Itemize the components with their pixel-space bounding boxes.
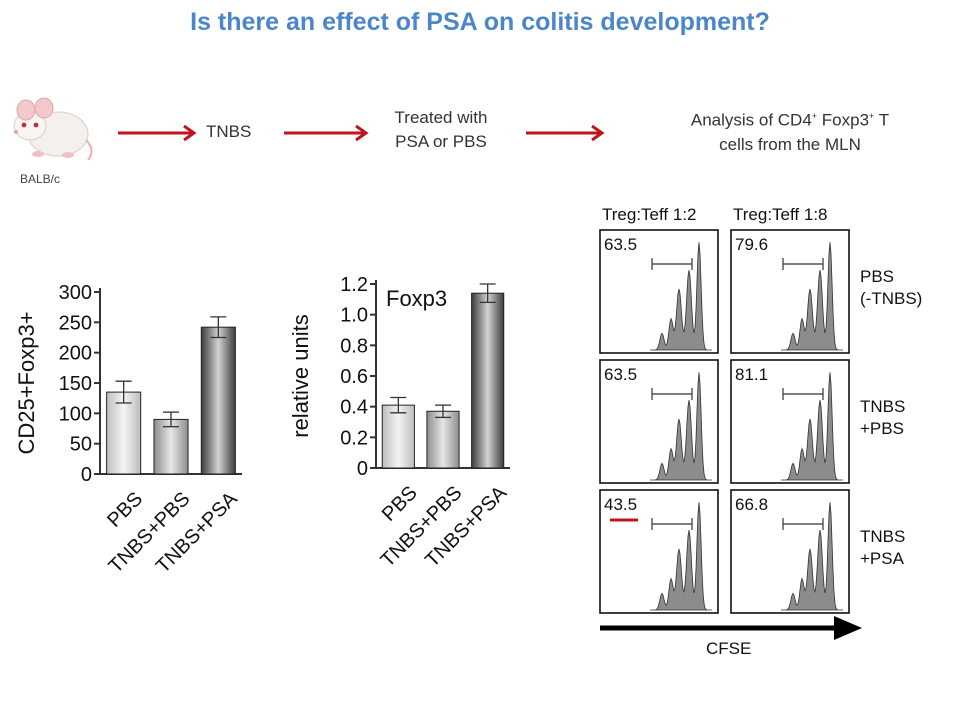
- y-tick-label: 0.2: [340, 427, 368, 449]
- bar: [426, 410, 460, 469]
- histogram-trace: [781, 502, 843, 611]
- step-treatment: Treated with PSA or PBS: [366, 106, 516, 154]
- mouse-illustration: [13, 97, 93, 161]
- bar: [200, 326, 236, 475]
- step-treatment-line2: PSA or PBS: [395, 132, 487, 151]
- y-axis-label: relative units: [288, 314, 313, 438]
- bar: [381, 404, 415, 469]
- bar-chart-cd25: 050100150200250300CD25+Foxp3+PBSTNBS+PBS…: [14, 282, 242, 578]
- y-tick-label: 200: [59, 343, 92, 365]
- y-tick-label: 50: [70, 434, 92, 456]
- y-tick-label: 1.0: [340, 305, 368, 327]
- step-analysis-line2: cells from the MLN: [719, 134, 861, 154]
- bar: [106, 391, 142, 475]
- percentage-label: 63.5: [604, 365, 637, 384]
- histogram-trace: [650, 502, 712, 611]
- histogram-trace: [781, 242, 843, 351]
- y-tick-label: 300: [59, 282, 92, 304]
- histogram-trace: [650, 242, 712, 351]
- workflow-arrow-1: [118, 124, 197, 142]
- row-label: +PBS: [860, 419, 904, 438]
- y-tick-label: 0.6: [340, 366, 368, 388]
- step-analysis: Analysis of CD4+ Foxp3+ T cells from the…: [630, 104, 950, 157]
- y-tick-label: 0.4: [340, 397, 368, 419]
- percentage-label: 66.8: [735, 495, 768, 514]
- row-label: (-TNBS): [860, 289, 922, 308]
- row-label: +PSA: [860, 549, 905, 568]
- bar: [471, 292, 505, 469]
- y-tick-label: 250: [59, 312, 92, 334]
- percentage-label: 63.5: [604, 235, 637, 254]
- step-treatment-line1: Treated with: [394, 108, 488, 127]
- y-tick-label: 150: [59, 373, 92, 395]
- percentage-label: 81.1: [735, 365, 768, 384]
- column-header: Treg:Teff 1:2: [602, 205, 697, 224]
- percentage-label: 79.6: [735, 235, 768, 254]
- row-label: TNBS: [860, 527, 905, 546]
- strain-label: BALB/c: [20, 172, 61, 186]
- y-tick-label: 100: [59, 403, 92, 425]
- workflow-arrow-3: [526, 124, 605, 142]
- step-analysis-line1: Analysis of CD4+ Foxp3+ T: [690, 110, 890, 130]
- chart-title: Foxp3: [386, 286, 447, 311]
- y-axis-label: CD25+Foxp3+: [14, 311, 39, 454]
- cfse-histogram-grid: Treg:Teff 1:2 Treg:Teff 1:8 63.5 79.6 PBS (-T…: [599, 205, 922, 658]
- histogram-trace: [650, 372, 712, 481]
- y-tick-label: 0.8: [340, 335, 368, 357]
- step-tnbs: TNBS: [206, 122, 252, 141]
- workflow-arrow-2: [284, 124, 369, 142]
- column-header: Treg:Teff 1:8: [733, 205, 828, 224]
- row-label: TNBS: [860, 397, 905, 416]
- y-tick-label: 0: [357, 458, 368, 480]
- x-axis-label: CFSE: [706, 639, 751, 658]
- y-tick-label: 1.2: [340, 274, 368, 296]
- page-title: Is there an effect of PSA on colitis dev…: [190, 8, 770, 36]
- y-tick-label: 0: [81, 464, 92, 486]
- row-label: PBS: [860, 267, 894, 286]
- bar: [153, 418, 189, 475]
- cfse-arrowhead: [834, 616, 862, 640]
- histogram-trace: [781, 372, 843, 481]
- percentage-label: 43.5: [604, 495, 637, 514]
